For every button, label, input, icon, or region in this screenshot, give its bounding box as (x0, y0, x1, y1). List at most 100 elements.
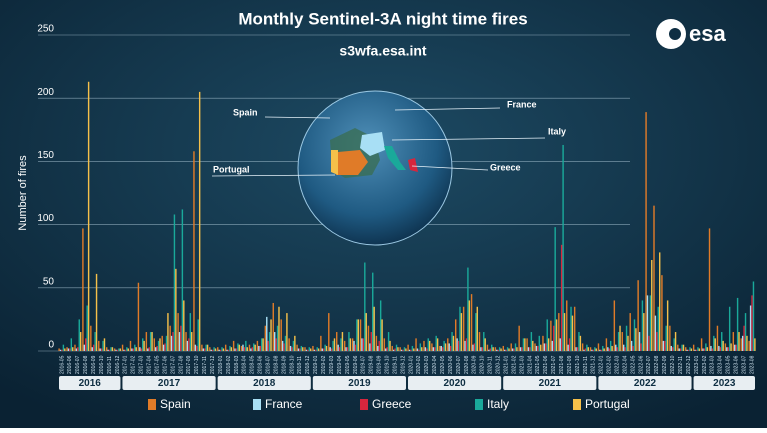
x-tick-label: 2020-11 (488, 356, 494, 374)
bar (648, 335, 650, 351)
bar (294, 335, 296, 351)
bar (708, 228, 711, 351)
bar (162, 344, 165, 351)
bar (141, 338, 144, 351)
bar (391, 345, 393, 351)
legend-label: Portugal (585, 397, 630, 411)
legend-swatch (148, 399, 156, 410)
bar (357, 319, 360, 351)
bar (518, 325, 520, 351)
x-tick-label: 2021-02 (511, 355, 517, 374)
bar (483, 332, 485, 351)
bar (710, 345, 712, 351)
bar (196, 345, 198, 351)
legend-swatch (253, 399, 261, 410)
y-tick-label: 200 (37, 87, 54, 98)
bar (234, 348, 236, 351)
bar (419, 343, 422, 351)
legend-label: Greece (372, 397, 412, 411)
bar (170, 335, 173, 351)
bar (694, 349, 696, 351)
bar (599, 349, 601, 351)
bar (242, 344, 244, 351)
x-tick-label: 2023-06 (733, 355, 739, 374)
x-tick-label: 2023-01 (694, 355, 700, 374)
bar (488, 349, 490, 351)
bar (439, 345, 441, 351)
x-tick-label: 2017-04 (147, 355, 153, 374)
year-label: 2021 (539, 378, 562, 389)
y-tick-label: 150 (37, 150, 54, 161)
legend-label: Spain (160, 397, 191, 411)
bar (78, 319, 80, 351)
x-tick-label: 2018-02 (226, 355, 232, 374)
bar (230, 347, 233, 351)
bar (754, 338, 756, 351)
bar (126, 347, 128, 351)
bar (649, 295, 652, 351)
bar (635, 328, 637, 351)
bar (99, 348, 101, 351)
bar (210, 349, 212, 351)
bar (678, 348, 680, 351)
x-tick-label: 2018-09 (281, 355, 287, 374)
bar (579, 335, 582, 351)
bar (226, 349, 228, 351)
bar (504, 349, 506, 351)
bar (513, 348, 515, 351)
bar (75, 348, 78, 351)
bar (689, 347, 691, 351)
bar (340, 338, 342, 351)
x-tick-label: 2022-07 (646, 355, 652, 374)
bar (748, 340, 750, 351)
bar (383, 338, 386, 351)
bar (110, 347, 112, 351)
bar (472, 344, 474, 351)
bar (732, 332, 735, 351)
legend-swatch (573, 399, 581, 410)
bar (490, 344, 493, 351)
bar (87, 81, 90, 351)
bar (743, 325, 745, 351)
bar (361, 338, 363, 351)
bar (127, 348, 129, 351)
bar (69, 348, 71, 351)
bar (719, 347, 722, 351)
bar (475, 313, 477, 351)
bar (194, 344, 197, 351)
x-tick-label: 2018-04 (242, 355, 248, 374)
bar (61, 349, 63, 351)
bar (186, 340, 189, 351)
bar (584, 348, 587, 351)
bar (651, 259, 653, 351)
bar (481, 347, 484, 351)
x-tick-label: 2016-06 (67, 355, 73, 374)
bar (705, 343, 707, 351)
bar (681, 344, 683, 351)
bar (489, 348, 491, 351)
bar (275, 338, 277, 351)
bar (280, 319, 282, 351)
bar (480, 347, 482, 351)
bar (562, 144, 564, 351)
bar (673, 338, 675, 351)
bar (240, 345, 243, 351)
bar (686, 349, 688, 351)
bar (267, 340, 269, 351)
bar (682, 344, 685, 351)
bar (554, 227, 556, 351)
bar (594, 347, 596, 351)
bar (77, 347, 79, 351)
x-tick-label: 2020-08 (464, 355, 470, 374)
bar (59, 349, 62, 351)
bar (243, 347, 246, 351)
bar (273, 332, 276, 351)
bar (224, 344, 227, 351)
bar (576, 347, 579, 351)
bar (573, 306, 576, 351)
x-tick-label: 2022-04 (622, 355, 628, 374)
bar (553, 325, 555, 351)
bar (356, 319, 358, 351)
bar (570, 306, 572, 351)
bar (529, 347, 531, 351)
